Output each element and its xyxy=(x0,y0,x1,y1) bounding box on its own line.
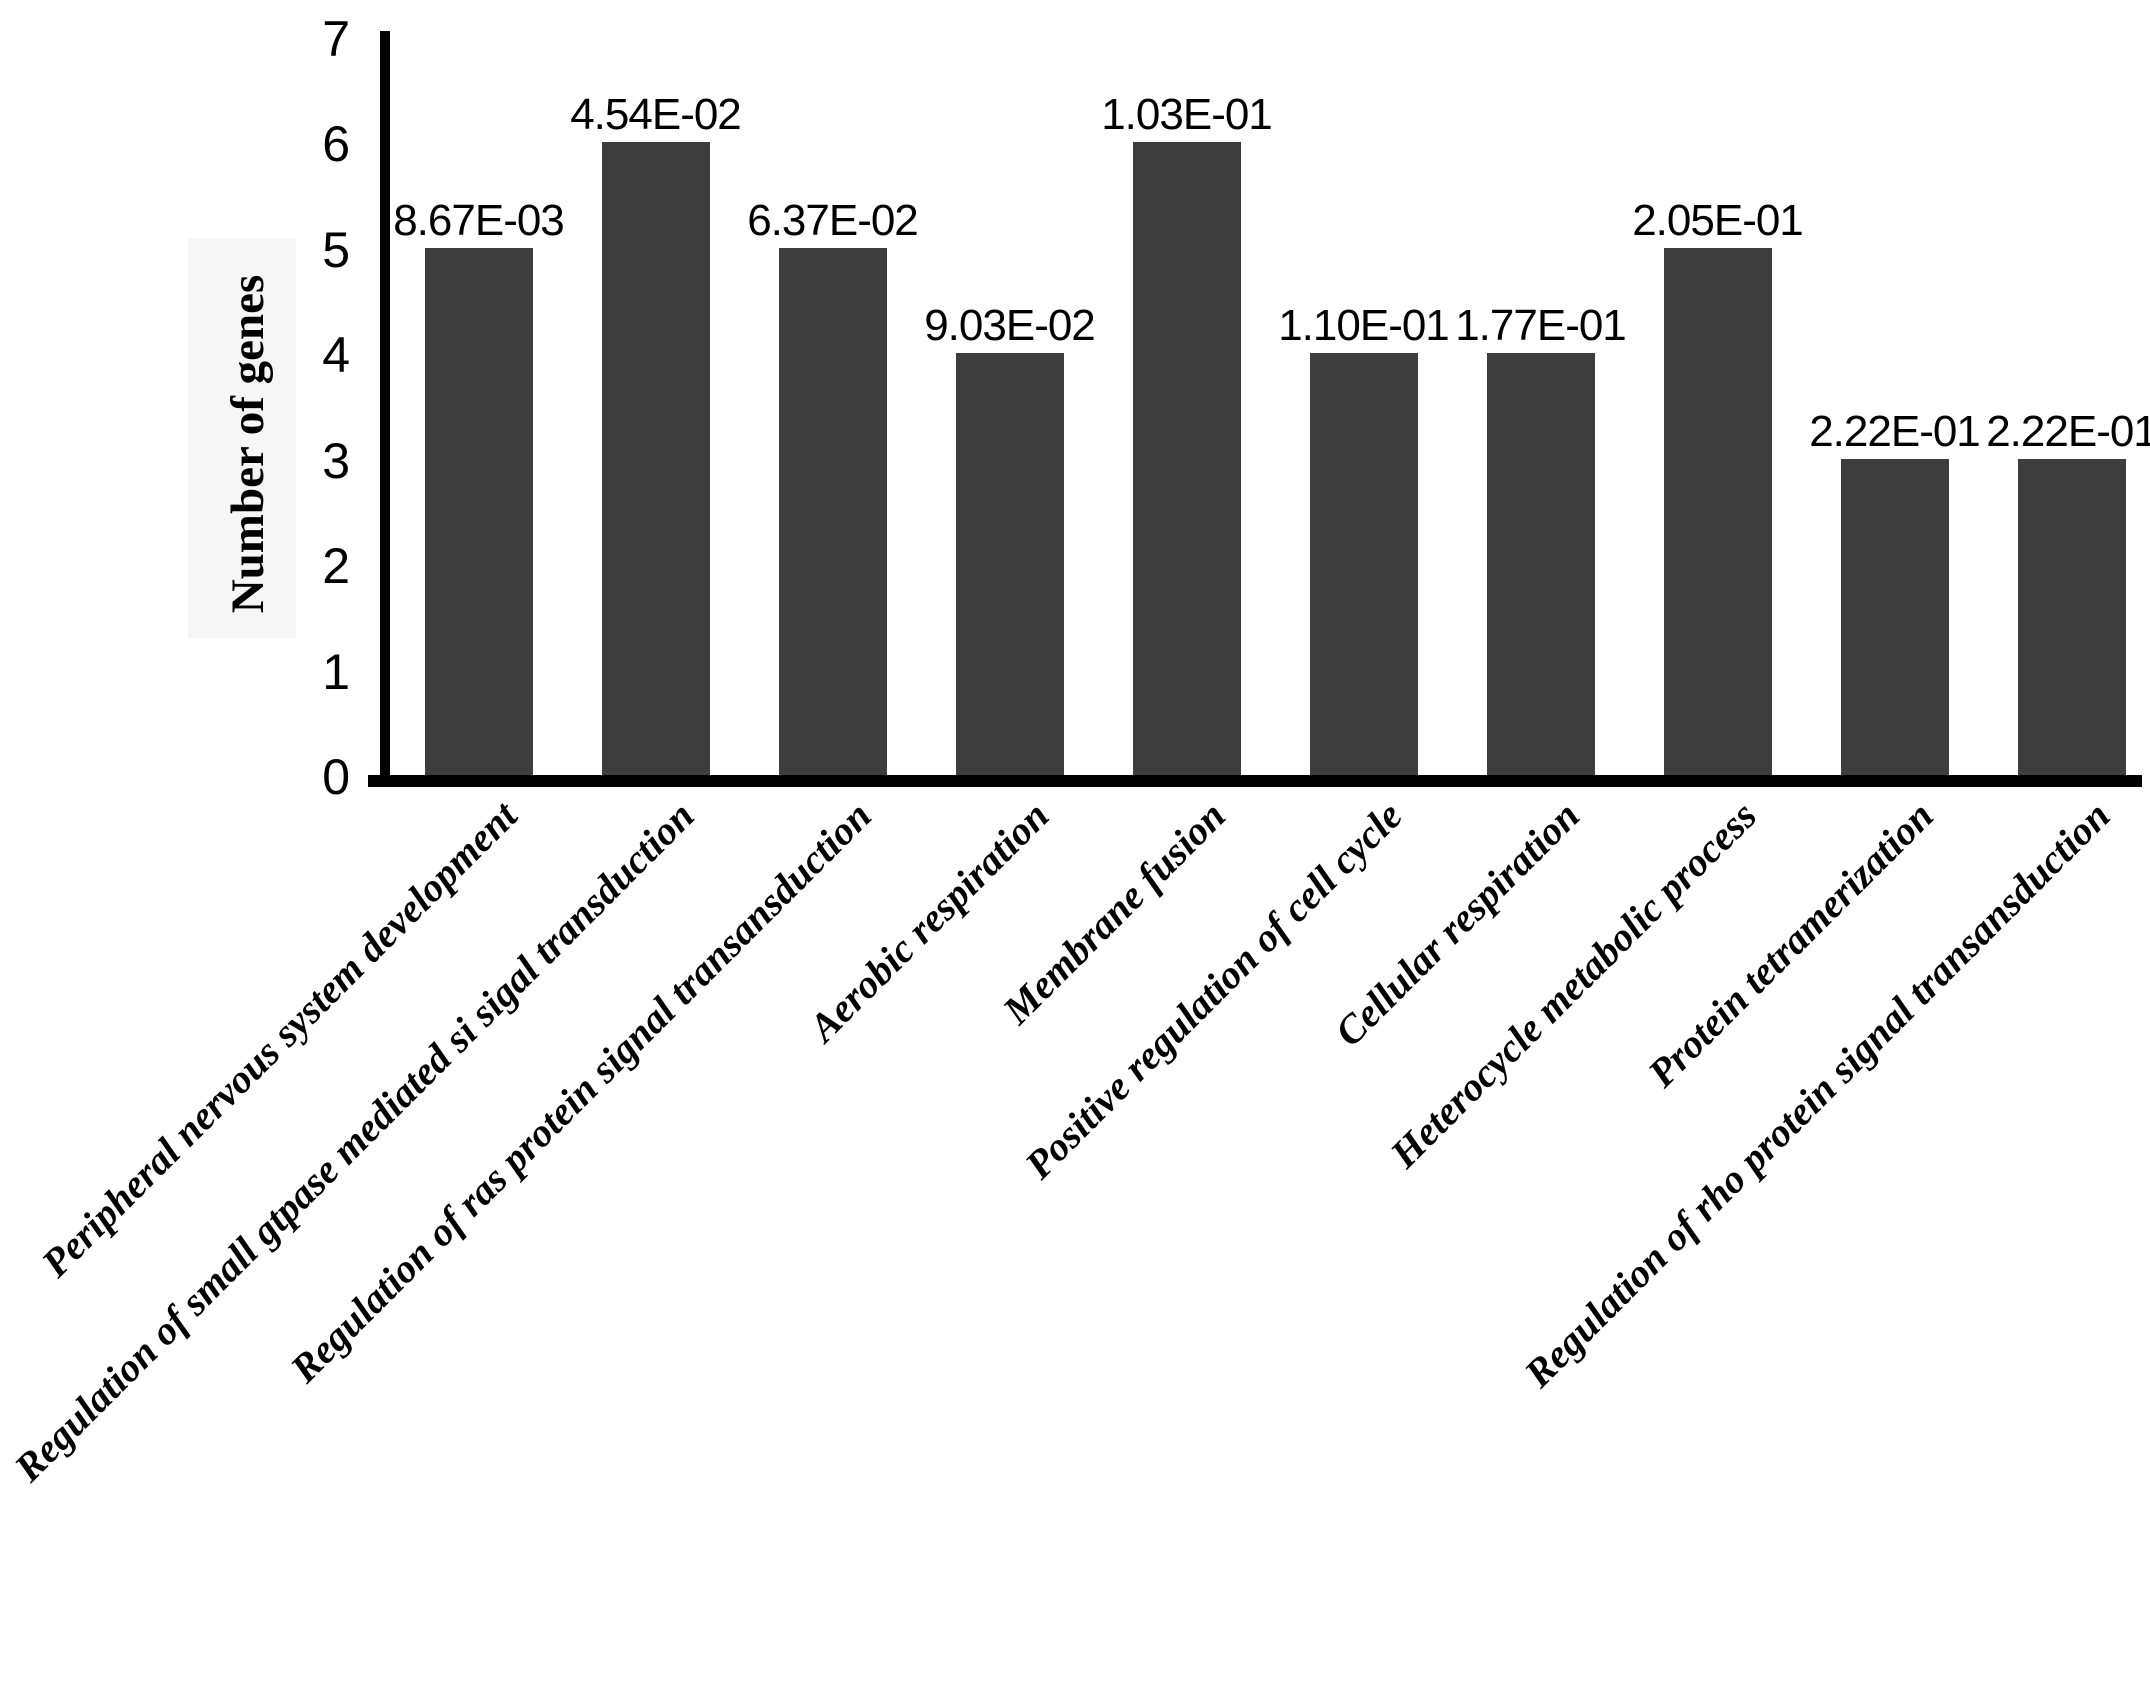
y-axis-title-background xyxy=(188,238,296,638)
y-axis-line xyxy=(380,31,390,787)
x-axis-line xyxy=(368,775,2142,787)
bar-value-label: 8.67E-03 xyxy=(393,195,565,245)
x-category-label: Protein tetramerization xyxy=(1639,792,1943,1096)
x-category-label: Heterocycle metabolic process xyxy=(1381,792,1766,1177)
bar xyxy=(1132,142,1241,775)
bar-value-label: 2.22E-01 xyxy=(1809,406,1981,456)
bar-value-label: 9.03E-02 xyxy=(924,301,1096,350)
bar-value-label: 1.77E-01 xyxy=(1455,301,1627,350)
y-tick-label: 4 xyxy=(322,327,350,383)
y-tick-label: 2 xyxy=(322,538,350,594)
bar xyxy=(2017,458,2126,775)
bar xyxy=(1309,353,1418,775)
bar-value-label: 2.22E-01 xyxy=(1986,406,2150,456)
x-category-label: Regulation of small gtpase mediated si s… xyxy=(5,792,704,1491)
bar xyxy=(601,142,710,775)
bar-value-label: 4.54E-02 xyxy=(570,90,742,139)
x-category-label: Positive regulation of cell cycle xyxy=(1016,792,1412,1188)
y-tick-label: 1 xyxy=(322,643,350,700)
y-tick-label: 3 xyxy=(322,432,350,489)
bar-value-label: 1.10E-01 xyxy=(1278,301,1450,350)
bar xyxy=(955,353,1064,775)
bar-value-label: 2.05E-01 xyxy=(1632,195,1804,245)
bar-value-label: 6.37E-02 xyxy=(747,195,919,245)
bar xyxy=(1663,247,1772,775)
y-tick-label: 7 xyxy=(322,10,350,67)
bar xyxy=(1486,353,1595,775)
y-tick-label: 5 xyxy=(322,221,350,278)
bar xyxy=(424,247,533,775)
bar-value-label: 1.03E-01 xyxy=(1101,90,1273,139)
bar xyxy=(1840,458,1949,775)
y-tick-label: 0 xyxy=(322,749,350,805)
bar xyxy=(778,247,887,775)
y-tick-label: 6 xyxy=(322,116,350,172)
